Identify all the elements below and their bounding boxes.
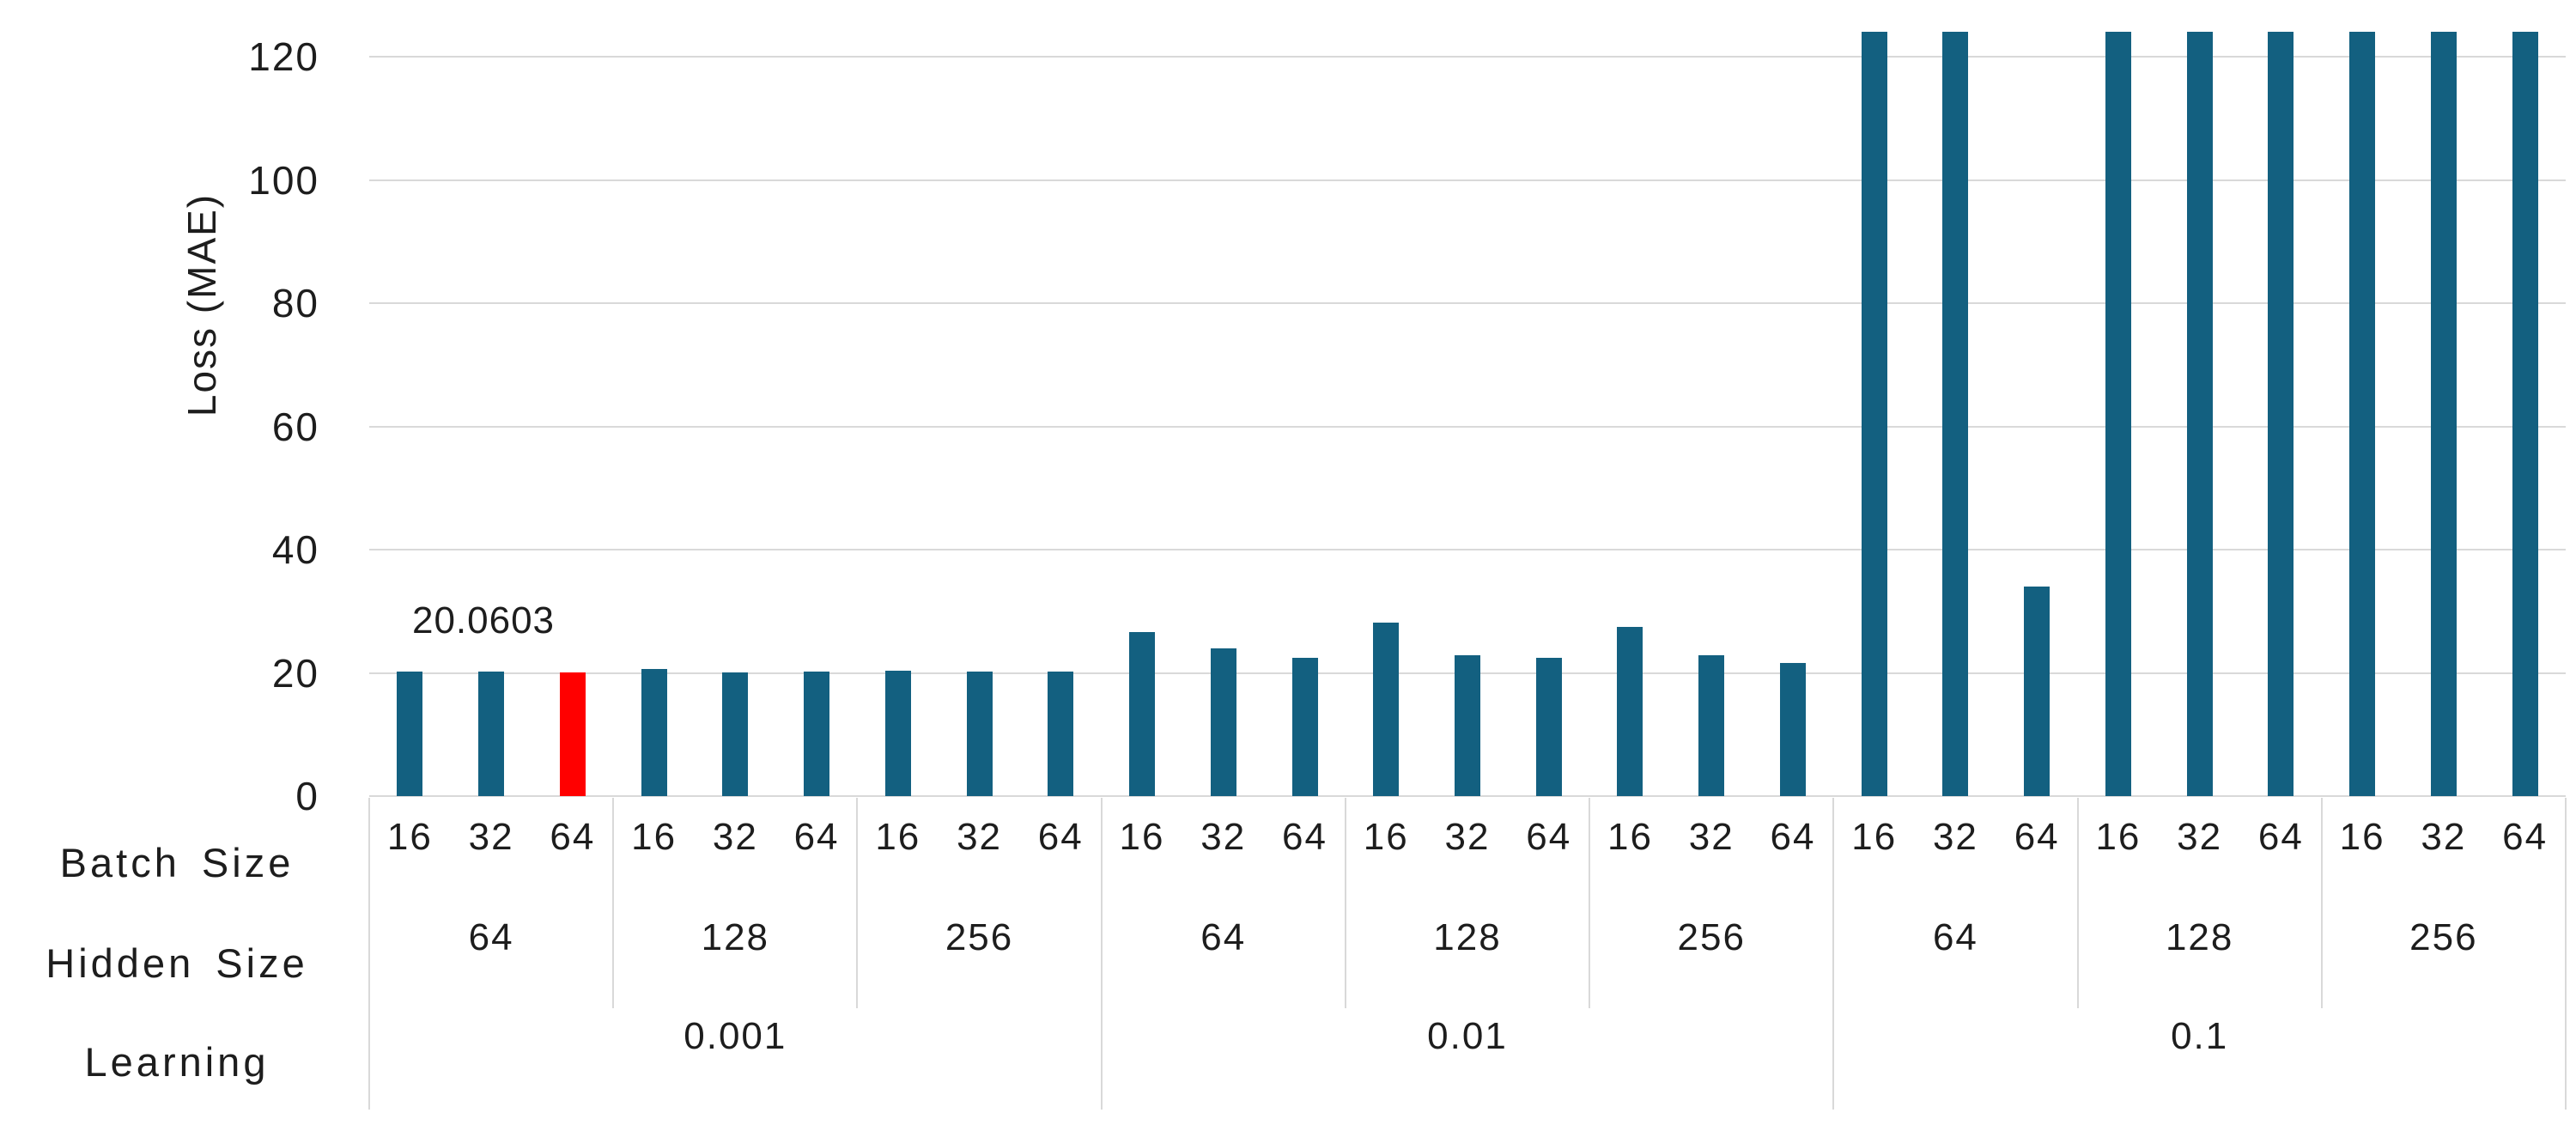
y-tick-label-120: 120 [248,34,319,79]
batch-size-label: 16 [1607,816,1653,858]
batch-size-label: 32 [1444,816,1491,858]
batch-size-label: 32 [468,816,514,858]
bar-lr0.1-hidden64-batch32 [1942,32,1969,796]
bar-lr0.1-hidden64-batch16 [1861,32,1887,796]
batch-size-label: 32 [1688,816,1735,858]
batch-size-label: 64 [1770,816,1816,858]
y-tick-label-0: 0 [295,774,319,818]
row-header-hidden-size: Hidden Size [46,940,308,986]
bar-lr0.1-hidden64-batch64 [2024,587,2050,796]
bar-lr0.1-hidden256-batch16 [2349,32,2376,796]
bar-lr0.1-hidden128-batch16 [2105,32,2131,796]
y-tick-label-60: 60 [271,404,319,449]
bar-lr0.1-hidden256-batch64 [2512,32,2538,796]
batch-size-label: 64 [1526,816,1572,858]
batch-size-label: 16 [386,816,433,858]
bar-lr0.01-hidden64-batch16 [1129,632,1156,796]
group-separator [1832,798,1835,1110]
row-header-batch-size: Batch Size [59,840,295,885]
gridline-100 [369,179,2566,181]
batch-size-label: 64 [2257,816,2304,858]
batch-size-label: 16 [631,816,677,858]
bar-lr0.01-hidden256-batch64 [1779,663,1806,796]
batch-size-label: 64 [550,816,596,858]
cell-separator [2076,798,2079,1008]
y-tick-label-100: 100 [248,157,319,203]
cell-separator [612,798,615,1008]
bar-lr0.001-hidden128-batch16 [641,669,667,796]
cell-separator [1344,798,1346,1008]
batch-size-label: 32 [1932,816,1978,858]
batch-size-label: 32 [2177,816,2223,858]
learning-rate-label: 0.001 [683,1015,787,1057]
bar-lr0.001-hidden256-batch64 [1048,672,1074,796]
batch-size-label: 16 [2339,816,2385,858]
y-tick-label-20: 20 [271,650,319,696]
batch-size-label: 32 [712,816,758,858]
y-tick-label-80: 80 [271,281,319,325]
group-separator [1100,798,1103,1110]
batch-size-label: 64 [1037,816,1084,858]
bar-lr0.01-hidden128-batch32 [1455,654,1480,796]
bar-lr0.01-hidden64-batch64 [1291,658,1318,796]
hidden-size-label: 64 [1932,916,1978,958]
gridline-0 [369,795,2566,797]
batch-size-label: 32 [1200,816,1247,858]
batch-size-label: 16 [2095,816,2142,858]
gridline-60 [369,425,2566,428]
batch-size-label: 16 [1119,816,1165,858]
y-tick-label-40: 40 [271,527,319,572]
hidden-size-label: 256 [1677,916,1746,958]
bar-lr0.001-hidden128-batch32 [722,672,749,796]
bar-lr0.1-hidden128-batch64 [2268,32,2294,796]
bar-lr0.01-hidden256-batch32 [1698,654,1725,796]
hidden-size-label: 128 [2165,916,2234,958]
batch-size-label: 16 [875,816,921,858]
batch-size-label: 32 [2421,816,2467,858]
bar-lr0.01-hidden64-batch32 [1210,648,1236,796]
hidden-size-label: 256 [945,916,1014,958]
bar-lr0.1-hidden256-batch32 [2430,32,2457,796]
hidden-size-label: 128 [701,916,770,958]
bar-lr0.001-hidden128-batch64 [804,672,830,796]
gridline-120 [369,56,2566,58]
batch-size-label: 64 [1282,816,1327,858]
gridline-40 [369,549,2566,550]
batch-size-label: 64 [793,816,840,858]
bar-lr0.001-hidden64-batch64 [559,672,586,796]
cell-separator [856,798,859,1008]
bar-lr0.001-hidden256-batch16 [884,671,911,796]
batch-size-label: 64 [2014,816,2060,858]
hidden-size-label: 64 [468,916,514,958]
bar-lr0.01-hidden128-batch16 [1373,622,1400,796]
bar-lr0.01-hidden256-batch16 [1617,627,1643,796]
learning-rate-label: 0.1 [2171,1015,2229,1057]
cell-separator [1589,798,1591,1008]
cell-separator [2320,798,2323,1008]
learning-rate-label: 0.01 [1427,1015,1508,1057]
hidden-size-label: 64 [1200,916,1247,958]
bar-lr0.001-hidden256-batch32 [966,672,993,796]
batch-size-label: 16 [1851,816,1898,858]
bar-lr0.001-hidden64-batch32 [478,672,505,796]
hidden-size-label: 256 [2409,916,2478,958]
hidden-size-label: 128 [1433,916,1502,958]
gridline-80 [369,302,2566,304]
batch-size-label: 16 [1363,816,1409,858]
bar-lr0.01-hidden128-batch64 [1535,658,1562,796]
group-separator [368,798,370,1110]
batch-size-label: 64 [2502,816,2549,858]
group-separator [2565,798,2567,1110]
bar-lr0.1-hidden128-batch32 [2186,32,2213,796]
batch-size-label: 32 [957,816,1003,858]
row-header-learning: Learning [84,1039,270,1085]
bar-value-annotation: 20.0603 [411,599,556,642]
bar-lr0.001-hidden64-batch16 [397,672,423,796]
